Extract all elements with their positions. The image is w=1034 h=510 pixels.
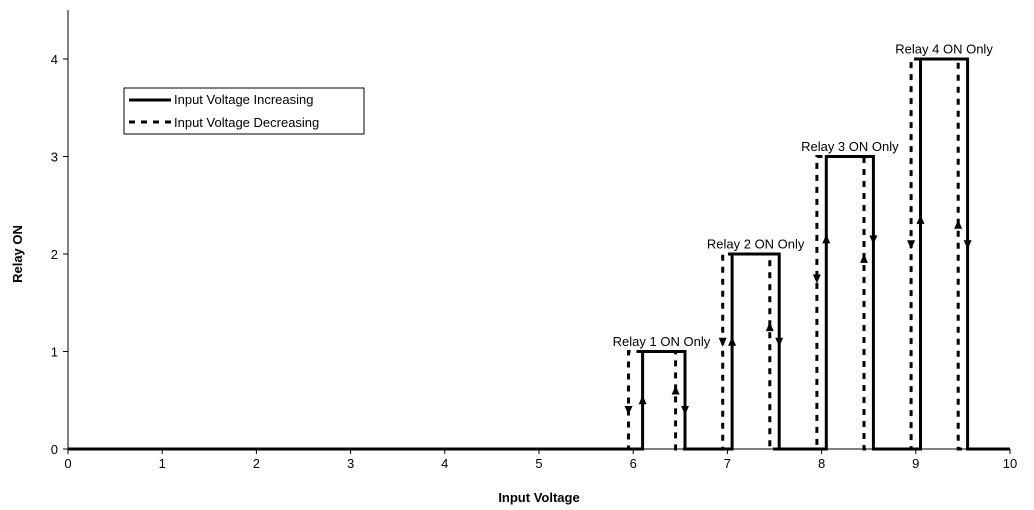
tick-labels: 0 1 2 3 4 5 6 7 8 9 10 0 1 2 3 4 [51,52,1017,471]
relay-annotation: Relay 3 ON Only [801,139,899,154]
x-axis-title: Input Voltage [498,490,579,505]
y-axis-title: Relay ON [10,225,25,283]
x-tick-label: 10 [1003,456,1017,471]
x-tick-label: 6 [630,456,637,471]
x-tick-label: 7 [724,456,731,471]
arrow-up-mark [671,385,680,395]
arrow-up-mark [765,322,774,332]
arrow-down-mark [718,337,727,347]
y-tick-label: 3 [51,150,58,165]
relay-annotation: Relay 4 ON Only [895,41,993,56]
x-tick-label: 8 [818,456,825,471]
arrow-up-mark [822,234,831,244]
x-tick-label: 2 [253,456,260,471]
arrow-down-mark [869,235,878,245]
x-tick-label: 3 [347,456,354,471]
arrow-up-mark [859,253,868,263]
legend-label-increasing: Input Voltage Increasing [174,92,314,107]
series-decreasing-line [68,57,1010,451]
x-tick-label: 9 [912,456,919,471]
relay-annotation: Relay 1 ON Only [613,334,711,349]
arrow-down-mark [775,337,784,347]
x-tick-label: 4 [441,456,448,471]
legend: Input Voltage Increasing Input Voltage D… [123,87,365,135]
y-tick-label: 4 [51,52,58,67]
arrow-up-mark [638,395,647,405]
y-tick-label: 1 [51,345,58,360]
arrow-down-mark [624,406,633,415]
x-tick-label: 0 [64,456,71,471]
arrow-up-mark [916,214,925,224]
series-lines [68,57,1010,451]
axes [63,10,1011,454]
arrow-up-mark [728,336,737,346]
relay-annotation: Relay 2 ON Only [707,236,805,251]
y-tick-label: 2 [51,247,58,262]
legend-box [123,87,365,135]
y-tick-label: 0 [51,442,58,457]
arrow-down-mark [907,240,916,250]
x-tick-label: 5 [535,456,542,471]
arrow-down-mark [963,240,972,250]
x-tick-label: 1 [159,456,166,471]
legend-label-decreasing: Input Voltage Decreasing [174,115,319,130]
arrow-down-mark [681,406,690,415]
arrow-up-mark [954,219,963,229]
annotations: Relay 1 ON Only Relay 2 ON Only Relay 3 ON… [613,41,994,349]
arrow-down-mark [812,274,821,284]
direction-arrows [624,214,972,415]
